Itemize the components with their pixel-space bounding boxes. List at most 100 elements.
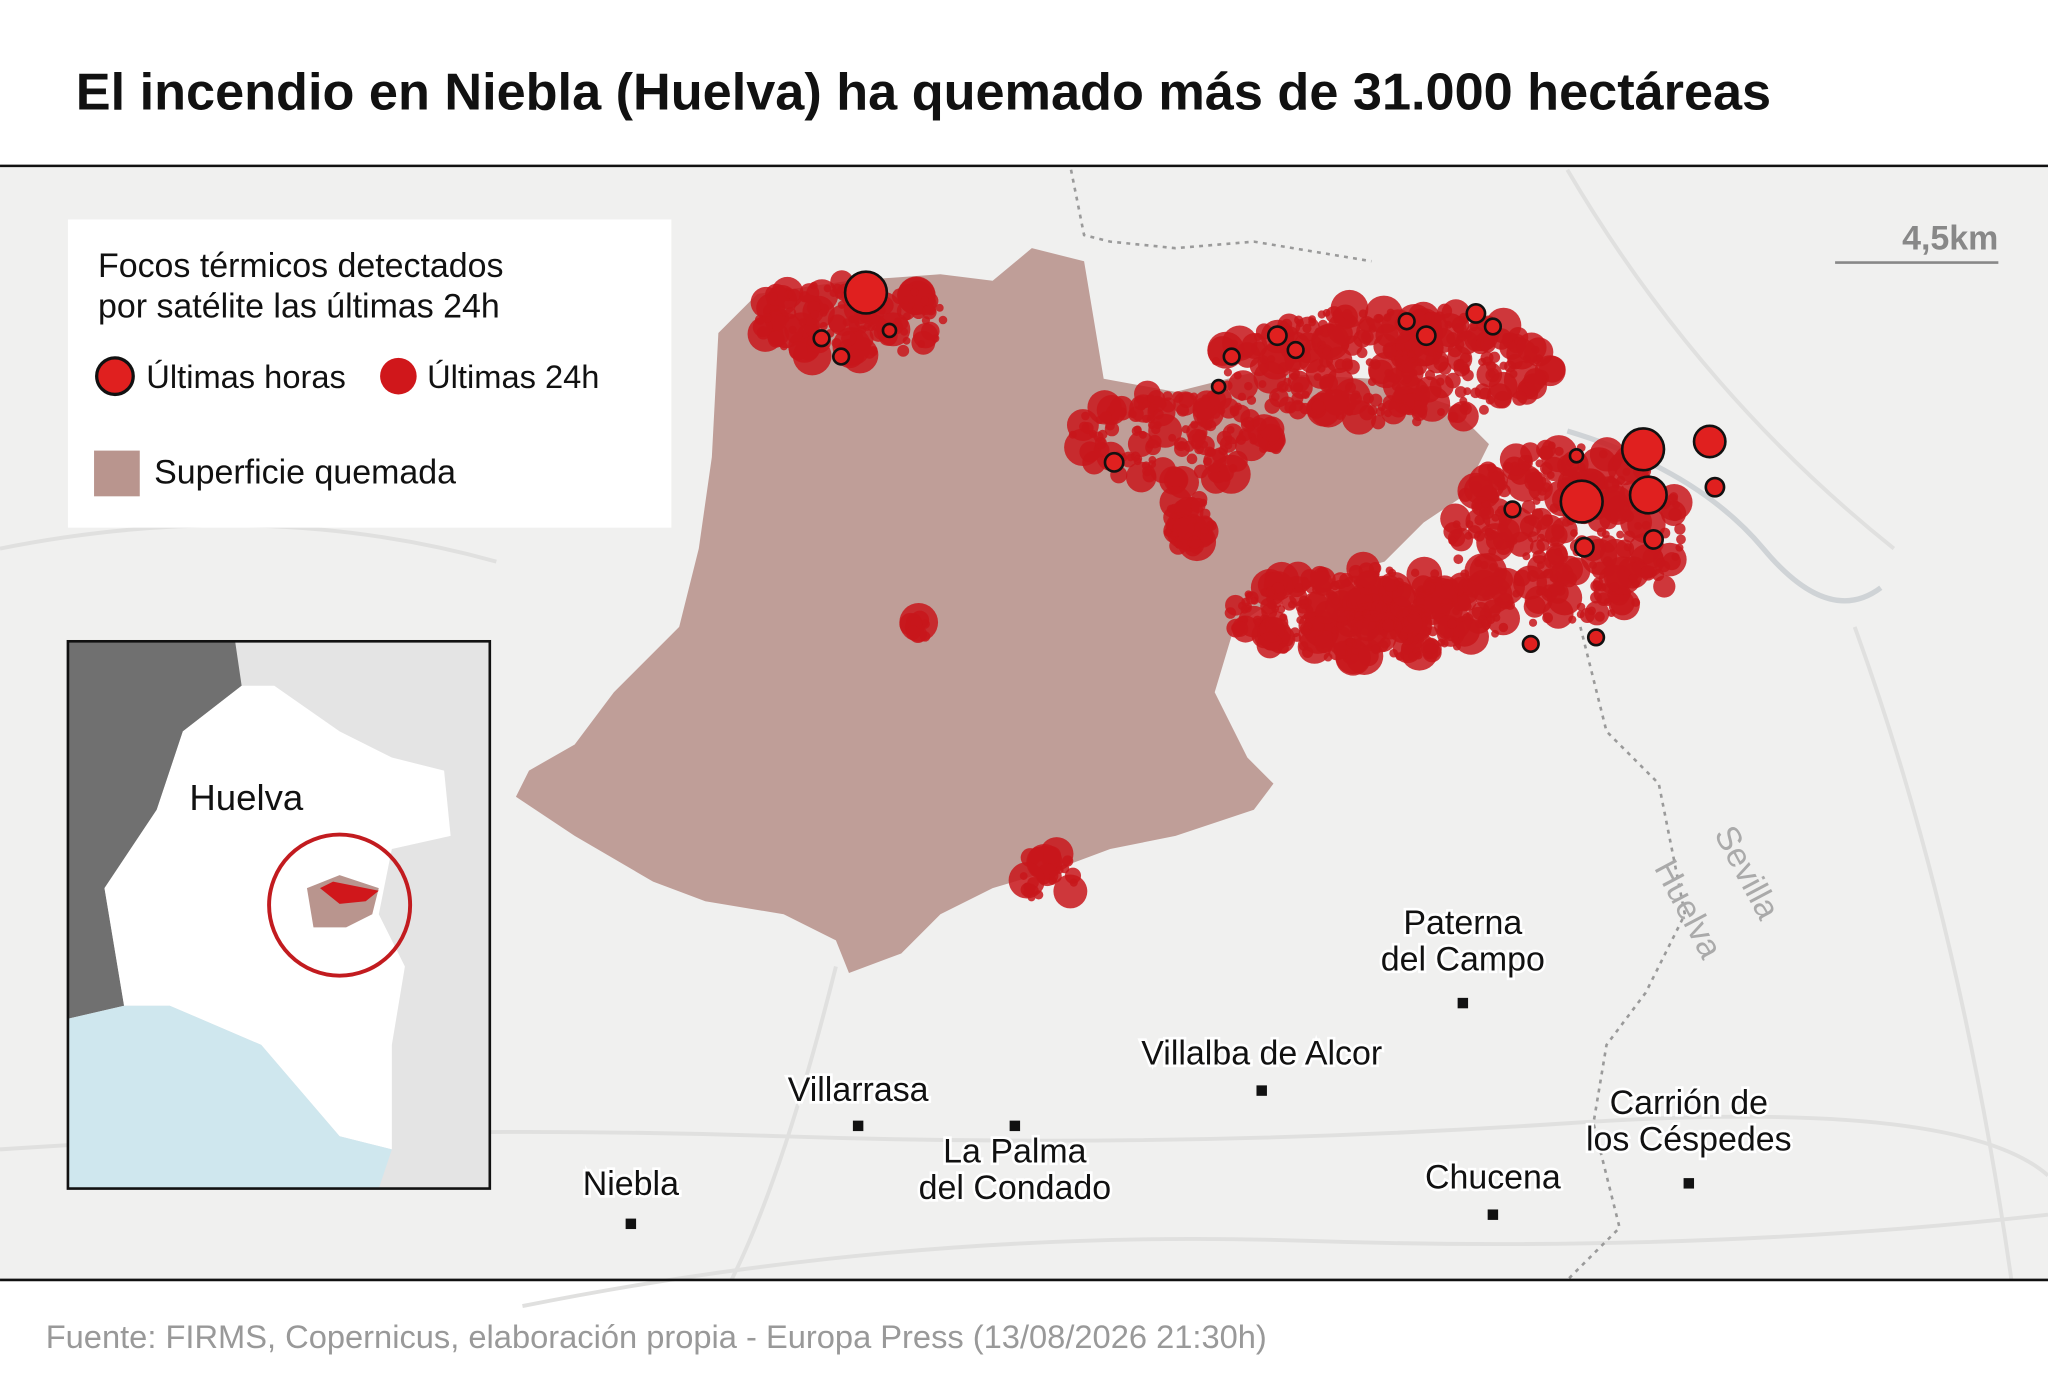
fire-dot [1186, 453, 1198, 465]
recent-fire-dot [1222, 347, 1241, 366]
fire-dot [1249, 436, 1258, 445]
fire-dot [1216, 430, 1233, 447]
place-label: Carrión de [1610, 1084, 1768, 1122]
inset-portugal [67, 641, 242, 1019]
fire-dot [1256, 631, 1284, 659]
fire-dot [1276, 592, 1285, 601]
fire-dot [1628, 573, 1638, 583]
place-label: del Campo [1381, 940, 1545, 978]
fire-dot [1068, 430, 1077, 439]
fire-dot [1322, 346, 1331, 356]
fire-dot [1187, 428, 1206, 448]
fire-dot [897, 344, 910, 357]
fire-dot [1465, 508, 1491, 534]
fire-dot [1674, 523, 1686, 535]
fire-dot [1296, 319, 1305, 328]
fire-dot [1447, 411, 1459, 423]
fire-dot [1436, 377, 1445, 386]
fire-dot [1481, 618, 1490, 628]
fire-dot [1402, 374, 1412, 384]
fire-dot [1448, 536, 1457, 545]
fire-dot [1008, 862, 1045, 899]
fire-dot [1457, 592, 1477, 611]
legend-box [67, 219, 672, 528]
fire-dot [1276, 380, 1289, 393]
fire-dot [784, 307, 797, 320]
fire-dot [1299, 595, 1309, 605]
fire-dot [1459, 396, 1468, 405]
fire-dot [1177, 441, 1186, 450]
fire-dot [1240, 605, 1249, 614]
fire-dot [1652, 569, 1665, 582]
fire-dot [1666, 494, 1678, 505]
fire-dot [1624, 562, 1642, 580]
fire-dot [1370, 644, 1380, 654]
fire-dot [1521, 500, 1536, 514]
fire-dot [1142, 414, 1151, 424]
fire-dot [1634, 521, 1643, 530]
recent-fire-dot [1643, 528, 1664, 550]
fire-dot [1347, 587, 1373, 612]
fire-dot [1540, 435, 1578, 473]
fire-dot [1311, 400, 1326, 415]
fire-dot [911, 330, 936, 355]
fire-dot [1330, 289, 1369, 328]
fire-dot [1447, 618, 1458, 629]
fire-dot [938, 315, 948, 325]
recent-fire-dot [1266, 325, 1288, 347]
recent-fire-dot [1521, 634, 1540, 654]
fire-dot [1416, 582, 1454, 620]
fire-dot [1485, 532, 1504, 550]
inset-highlight [267, 832, 413, 978]
inset-fire [320, 881, 379, 904]
fire-dot [1497, 518, 1520, 542]
recent-fire-dot [1397, 312, 1416, 331]
fire-dot [1375, 601, 1388, 614]
fire-dot [1541, 584, 1558, 602]
recent-fire-dot [1628, 475, 1668, 515]
fire-dot [1463, 387, 1472, 396]
fire-dot [1609, 582, 1619, 592]
fire-dot [798, 318, 807, 327]
fire-dot [1453, 618, 1489, 655]
fire-dot [1445, 372, 1461, 389]
fire-dot [1159, 486, 1193, 519]
place-label: Villarrasa [788, 1071, 929, 1109]
fire-dot [1449, 527, 1474, 552]
fire-dot [910, 287, 919, 297]
recent-fire-dot [832, 347, 851, 366]
place-label: los Céspedes [1586, 1121, 1792, 1159]
legend-label: Últimas 24h [427, 358, 599, 395]
fire-dot [1236, 434, 1247, 445]
fire-dot [1641, 520, 1651, 530]
fire-dot [1276, 605, 1286, 614]
fire-dot [1484, 527, 1493, 536]
fire-dot [1353, 614, 1381, 642]
fire-dot [1265, 586, 1276, 596]
fire-dot [906, 625, 921, 640]
fire-dot [1252, 615, 1263, 625]
fire-dot [819, 308, 828, 317]
fire-dot [1192, 397, 1224, 429]
fire-dot [1163, 528, 1172, 537]
fire-dot [1432, 313, 1467, 348]
fire-dot [1359, 571, 1377, 589]
fire-dot [1089, 430, 1097, 438]
fire-dot [1536, 538, 1550, 552]
fire-dot [863, 323, 872, 331]
inset-frame [66, 639, 492, 1190]
fire-dot [1491, 629, 1499, 638]
fire-dot [1261, 603, 1278, 620]
place-marker [1487, 1209, 1499, 1220]
fire-dot [1440, 639, 1449, 648]
fire-dot [1497, 479, 1508, 491]
fire-dot [1345, 381, 1356, 393]
fire-dot [1623, 543, 1632, 552]
fire-dot [1330, 626, 1339, 635]
fire-dot [1368, 359, 1394, 385]
fire-dot [1148, 413, 1183, 448]
fire-dot [1162, 391, 1173, 401]
